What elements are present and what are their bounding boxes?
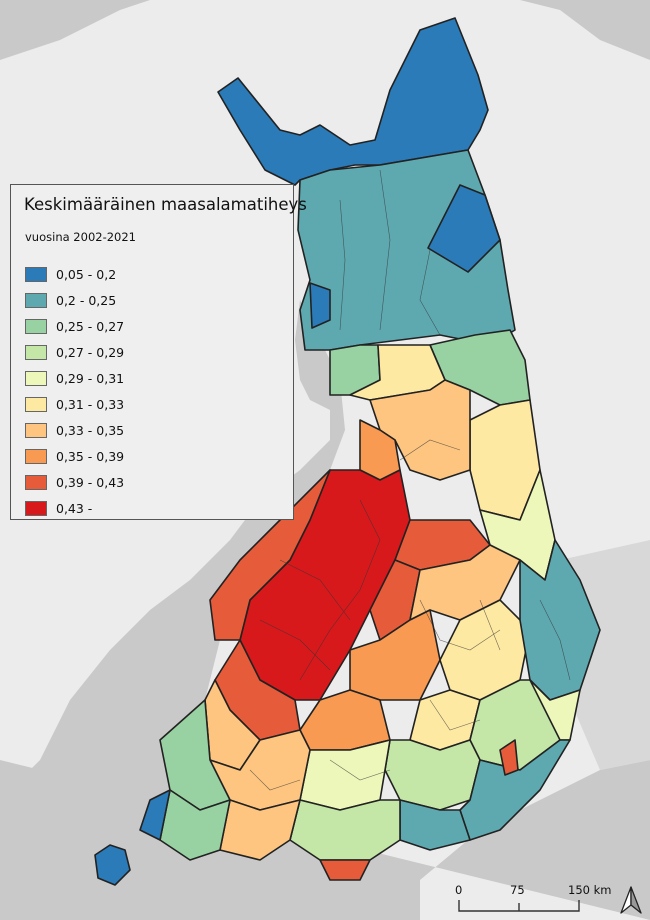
scale-bar-line	[458, 900, 580, 912]
legend-label: 0,43 -	[56, 500, 93, 516]
legend-swatch	[25, 474, 47, 490]
legend-swatch	[25, 500, 47, 516]
legend-item: 0,33 - 0,35	[25, 417, 124, 443]
legend-swatch	[25, 370, 47, 386]
legend-label: 0,33 - 0,35	[56, 422, 125, 438]
legend-swatch	[25, 266, 47, 282]
legend-label: 0,25 - 0,27	[56, 318, 125, 334]
arctic-sea	[0, 0, 650, 60]
legend-item: 0,2 - 0,25	[25, 287, 124, 313]
legend-item: 0,39 - 0,43	[25, 469, 124, 495]
legend-label: 0,39 - 0,43	[56, 474, 125, 490]
legend-label: 0,05 - 0,2	[56, 266, 117, 282]
scale-label-150: 150 km	[568, 883, 612, 897]
legend-swatch	[25, 292, 47, 308]
legend-title: Keskimääräinen maasalamatiheys	[24, 195, 307, 214]
legend-item: 0,35 - 0,39	[25, 443, 124, 469]
scale-bar: 0 75 150 km	[455, 883, 625, 913]
north-arrow-icon	[620, 886, 642, 914]
legend-item: 0,05 - 0,2	[25, 261, 124, 287]
legend-swatch	[25, 318, 47, 334]
legend-label: 0,31 - 0,33	[56, 396, 125, 412]
scale-label-75: 75	[510, 883, 525, 897]
legend-subtitle: vuosina 2002-2021	[25, 230, 136, 244]
legend-swatch	[25, 448, 47, 464]
legend-item: 0,25 - 0,27	[25, 313, 124, 339]
legend-item: 0,29 - 0,31	[25, 365, 124, 391]
legend-label: 0,2 - 0,25	[56, 292, 117, 308]
legend-label: 0,29 - 0,31	[56, 370, 125, 386]
gulf-of-bothnia	[0, 300, 345, 920]
legend-label: 0,35 - 0,39	[56, 448, 125, 464]
legend-item: 0,27 - 0,29	[25, 339, 124, 365]
legend-swatch	[25, 396, 47, 412]
legend-item: 0,31 - 0,33	[25, 391, 124, 417]
legend-label: 0,27 - 0,29	[56, 344, 125, 360]
legend-swatch	[25, 422, 47, 438]
legend-item: 0,43 -	[25, 495, 124, 521]
legend-swatch	[25, 344, 47, 360]
map-legend: Keskimääräinen maasalamatiheys vuosina 2…	[10, 184, 307, 521]
legend-items: 0,05 - 0,2 0,2 - 0,25 0,25 - 0,27 0,27 -…	[25, 261, 124, 521]
scale-label-0: 0	[455, 883, 463, 897]
